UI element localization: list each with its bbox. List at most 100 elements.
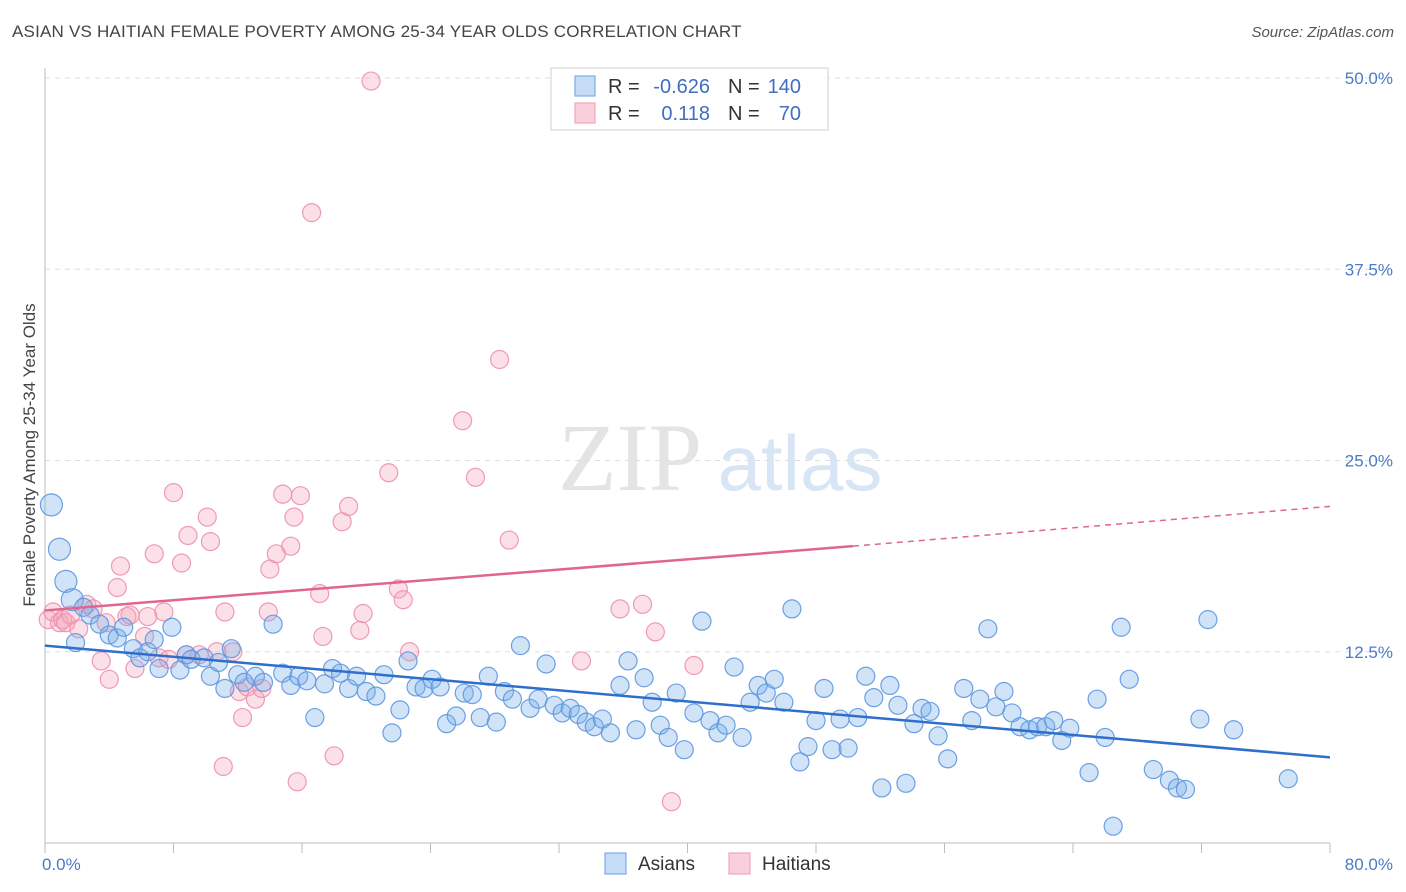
asian-point [144,629,164,650]
asians-points [39,493,1298,836]
haitian-point [138,606,158,627]
watermark-atlas: atlas [718,419,883,507]
haitian-point [284,507,304,527]
asian-point [610,675,630,696]
tick-labels: 12.5% 25.0% 37.5% 50.0% 0.0% 80.0% [42,69,1393,874]
legend-asians-label: Asians [638,854,695,875]
asian-point [822,740,842,760]
asian-point [938,749,958,769]
haitian-point [465,467,486,487]
asian-point [1087,689,1107,709]
asian-point [382,723,402,743]
asian-point [814,678,834,699]
trend-lines [44,505,1331,759]
haitians-r-value: 0.118 [661,103,710,125]
haitian-point [353,603,373,624]
haitian-point [197,507,217,527]
haitian-point [96,613,116,633]
asian-point [856,666,876,686]
asian-point [54,569,78,593]
asian-point [838,738,858,758]
y-tick-label-3: 50.0% [1345,69,1393,88]
asian-point [162,617,182,637]
legend-haitians-swatch [728,852,751,875]
asian-point [114,617,134,637]
asian-point [90,614,110,634]
haitian-point [287,772,307,792]
asian-point [528,689,548,709]
asian-point [716,715,736,735]
asian-point [1198,610,1218,630]
haitian-point [571,651,592,671]
asians-r-label: R = [608,76,640,98]
asian-point [1119,669,1139,689]
asian-point [234,672,254,692]
asian-point [544,695,564,715]
haitian-point [154,602,174,622]
asian-point [872,778,892,798]
haitian-point [499,530,519,550]
asian-point [1111,617,1131,637]
asians-r-value: -0.626 [653,76,710,98]
x-tick-label-1: 80.0% [1345,855,1393,874]
asian-point [600,723,621,743]
asian-point [970,689,990,709]
haitian-point [684,655,704,676]
haitians-n-label: N = [728,103,760,125]
axes [44,68,1331,853]
haitians-r-label: R = [608,103,640,125]
asian-point [221,639,241,659]
asian-point [1079,763,1099,783]
haitian-point [49,613,70,633]
asian-point [732,727,752,748]
asian-point [674,740,694,760]
asian-point [486,712,506,732]
legend-asians-swatch [604,852,627,875]
asian-point [60,588,84,612]
haitian-point [361,71,381,91]
haitian-point [393,590,413,610]
asian-point [138,642,158,662]
haitian-point [232,707,253,728]
haitian-point [645,622,665,642]
asian-point [920,701,940,722]
asian-point [692,611,712,631]
asian-point [888,695,908,715]
haitian-point [273,484,293,504]
asians-trend-line [44,644,1331,759]
asian-point [305,707,325,728]
haitian-point [290,486,310,506]
stats-legend: R = -0.626 N = 140 R = 0.118 N = 70 [550,67,829,131]
series-legend: Asians Haitians [604,852,831,875]
haitians-trend-extension [852,505,1331,547]
chart-title: ASIAN VS HAITIAN FEMALE POVERTY AMONG 25… [12,22,742,41]
haitian-point [379,463,399,483]
haitians-trend-line [44,544,854,612]
watermark-zip: ZIP [558,404,702,511]
asian-point [764,669,784,689]
asian-point [454,683,474,703]
haitian-point [117,606,137,627]
asian-point [39,493,64,517]
asian-point [1278,769,1298,789]
source-label: Source: ZipAtlas.com [1251,24,1394,41]
haitian-point [302,203,322,223]
asian-point [904,714,924,734]
asian-point [1044,710,1064,731]
asian-point [896,773,916,793]
y-tick-label-2: 37.5% [1345,260,1393,279]
asian-point [1224,720,1244,740]
haitian-point [258,602,278,622]
haitian-point [110,556,131,576]
asian-point [666,683,686,703]
asian-point [830,709,850,729]
haitians-legend-swatch [574,102,596,124]
asian-point [1143,759,1163,780]
asian-point [1060,718,1080,738]
asian-point [1190,709,1210,729]
haitian-point [215,602,235,622]
haitian-point [171,553,192,573]
haitian-point [99,669,119,689]
haitians-n-value: 70 [779,103,801,125]
